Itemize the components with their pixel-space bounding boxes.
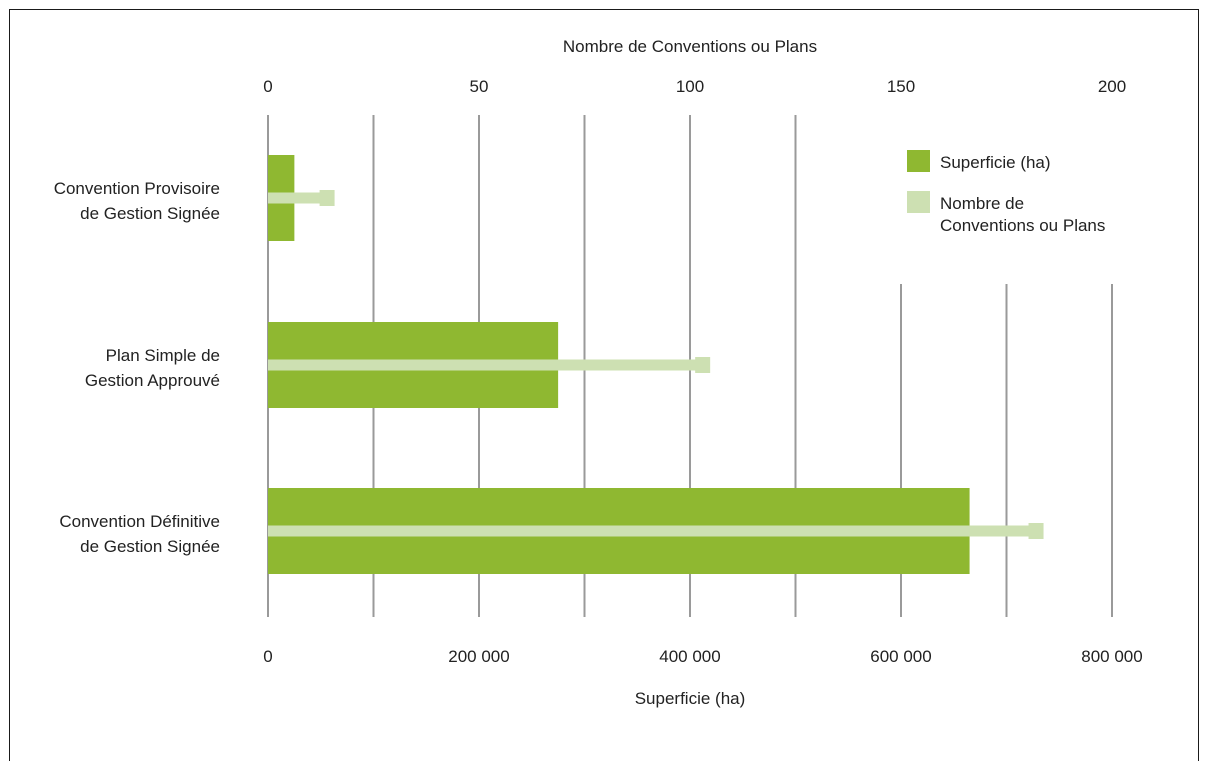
top-axis-tick-label: 50: [470, 77, 489, 96]
category-label-line: Plan Simple de: [106, 346, 220, 365]
bars-layer: [268, 155, 1044, 574]
legend-label-line: Conventions ou Plans: [940, 216, 1105, 235]
top-axis-tick-label: 100: [676, 77, 704, 96]
top-axis: Nombre de Conventions ou Plans 0 50 100 150…: [263, 37, 1126, 96]
bar-chart: Nombre de Conventions ou Plans 0 50 100 150…: [54, 37, 1143, 708]
bar-nombre: [268, 359, 703, 371]
legend-label-line: Nombre de: [940, 194, 1024, 213]
legend-label: Superficie (ha): [940, 153, 1051, 172]
legend-swatch: [907, 150, 930, 172]
bottom-axis-tick-label: 600 000: [870, 647, 931, 666]
category-label: Plan Simple de Gestion Approuvé: [85, 346, 220, 390]
top-axis-tick-label: 150: [887, 77, 915, 96]
bottom-axis-tick-label: 800 000: [1081, 647, 1142, 666]
legend-label-line: Superficie (ha): [940, 153, 1051, 172]
bar-nombre-cap: [1028, 523, 1044, 539]
legend: Superficie (ha) Nombre de Conventions ou P…: [907, 150, 1105, 235]
bar-nombre-cap: [319, 190, 335, 206]
chart-frame: Nombre de Conventions ou Plans 0 50 100 150…: [9, 9, 1199, 761]
category-label-line: Convention Provisoire: [54, 179, 220, 198]
bottom-axis: Superficie (ha) 0 200 000 400 000 600 000 80…: [263, 647, 1142, 708]
category-label: Convention Provisoire de Gestion Signée: [54, 179, 220, 223]
category-label-line: Convention Définitive: [59, 512, 220, 531]
top-axis-tick-label: 0: [263, 77, 272, 96]
legend-swatch: [907, 191, 930, 213]
category-label-line: de Gestion Signée: [80, 204, 220, 223]
bottom-axis-title: Superficie (ha): [635, 689, 746, 708]
top-axis-tick-label: 200: [1098, 77, 1126, 96]
bar-nombre: [268, 525, 1037, 537]
legend-label: Nombre de Conventions ou Plans: [940, 194, 1105, 235]
bottom-axis-tick-label: 0: [263, 647, 272, 666]
bar-nombre-cap: [695, 357, 711, 373]
category-label: Convention Définitive de Gestion Signée: [59, 512, 220, 556]
category-labels: Convention Provisoire de Gestion Signée Pl…: [54, 179, 220, 556]
category-label-line: Gestion Approuvé: [85, 371, 220, 390]
bar-nombre: [268, 192, 328, 204]
bottom-axis-tick-label: 200 000: [448, 647, 509, 666]
top-axis-title: Nombre de Conventions ou Plans: [563, 37, 817, 56]
bottom-axis-tick-label: 400 000: [659, 647, 720, 666]
category-label-line: de Gestion Signée: [80, 537, 220, 556]
